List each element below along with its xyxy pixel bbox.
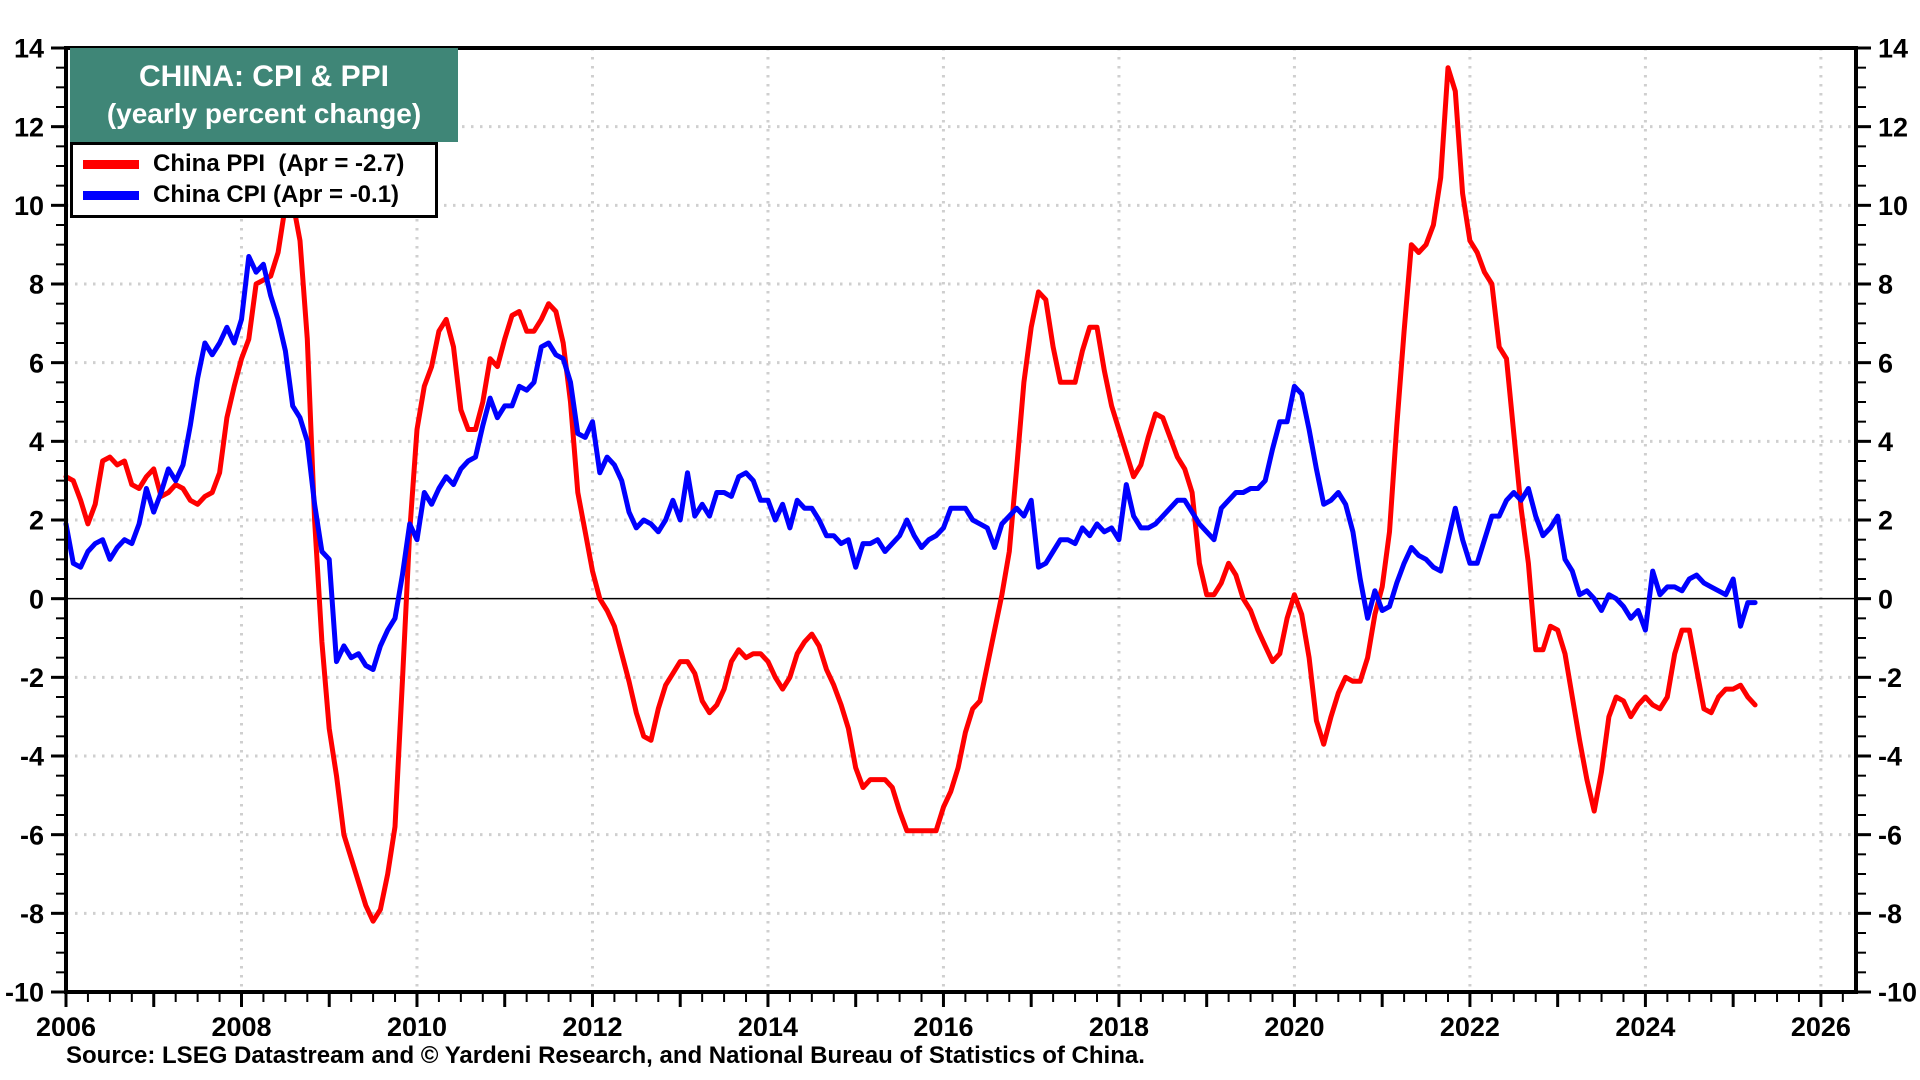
y-axis-label-left: 0 <box>29 584 44 614</box>
y-axis-label-left: 12 <box>14 112 44 142</box>
source-attribution: Source: LSEG Datastream and © Yardeni Re… <box>66 1042 1145 1069</box>
x-axis-label: 2018 <box>1089 1012 1149 1036</box>
y-axis-label-right: 10 <box>1878 191 1908 221</box>
chart-title-line1: CHINA: CPI & PPI <box>138 59 390 93</box>
y-axis-label-left: -4 <box>20 742 44 772</box>
x-axis-label: 2016 <box>913 1012 973 1036</box>
x-axis-label: 2012 <box>562 1012 622 1036</box>
y-axis-label-right: 6 <box>1878 348 1893 378</box>
cpi-line <box>63 254 1758 672</box>
y-axis-label-left: 10 <box>14 191 44 221</box>
axis-ticks <box>51 46 1871 1007</box>
y-axis-label-right: 14 <box>1878 34 1908 64</box>
x-axis-label: 2026 <box>1791 1012 1851 1036</box>
cpi-ppi-chart: 14 14 12 12 10 10 8 8 6 6 4 4 2 2 0 0 -2 -2 -4 -4 -6 -6 -8 -8 -1… <box>5 34 1917 1036</box>
legend-label-cpi: China CPI (Apr = -0.1) <box>153 181 400 208</box>
legend: China PPI (Apr = -2.7) China CPI (Apr = … <box>70 142 438 218</box>
y-axis-label-left: 2 <box>29 506 44 536</box>
y-axis-label-right: 0 <box>1878 584 1893 614</box>
y-axis-label-left: -8 <box>20 899 44 929</box>
y-axis-label-left: 14 <box>14 34 44 64</box>
cpi-line-swatch <box>83 190 139 200</box>
y-axis-label-right: -6 <box>1878 820 1902 850</box>
x-axis-label: 2010 <box>387 1012 447 1036</box>
x-axis-label: 2006 <box>36 1012 96 1036</box>
y-axis-label-left: -10 <box>5 978 44 1008</box>
legend-item-cpi: China CPI (Apr = -0.1) <box>83 181 425 209</box>
plot-frame <box>64 46 1858 994</box>
y-axis-label-right: -8 <box>1878 899 1902 929</box>
y-axis-label-right: -10 <box>1878 978 1917 1008</box>
x-axis-label: 2008 <box>211 1012 271 1036</box>
y-axis-label-left: 6 <box>29 348 44 378</box>
y-axis-label-right: 8 <box>1878 270 1893 300</box>
legend-item-ppi: China PPI (Apr = -2.7) <box>83 150 425 178</box>
chart-title-box: CHINA: CPI & PPI (yearly percent change) <box>70 48 458 142</box>
series-lines <box>63 65 1758 924</box>
legend-label-ppi: China PPI (Apr = -2.7) <box>153 150 405 177</box>
ppi-line <box>63 65 1758 924</box>
y-axis-label-right: -2 <box>1878 663 1902 693</box>
x-axis-label: 2020 <box>1264 1012 1324 1036</box>
x-axis-label: 2022 <box>1440 1012 1500 1036</box>
y-axis-label-left: -2 <box>20 663 44 693</box>
ppi-line-swatch <box>83 159 139 169</box>
y-axis-label-left: 8 <box>29 270 44 300</box>
x-axis-label: 2024 <box>1615 1012 1675 1036</box>
y-axis-label-left: 4 <box>29 427 44 457</box>
x-axis-label: 2014 <box>738 1012 798 1036</box>
chart-title-line2: (yearly percent change) <box>106 98 422 130</box>
y-axis-label-right: 12 <box>1878 112 1908 142</box>
axis-labels: 14 14 12 12 10 10 8 8 6 6 4 4 2 2 0 0 -2 -2 -4 -4 -6 -6 -8 -8 -1… <box>5 34 1917 1036</box>
y-axis-label-left: -6 <box>20 820 44 850</box>
y-axis-label-right: 4 <box>1878 427 1893 457</box>
y-axis-label-right: -4 <box>1878 742 1902 772</box>
y-axis-label-right: 2 <box>1878 506 1893 536</box>
